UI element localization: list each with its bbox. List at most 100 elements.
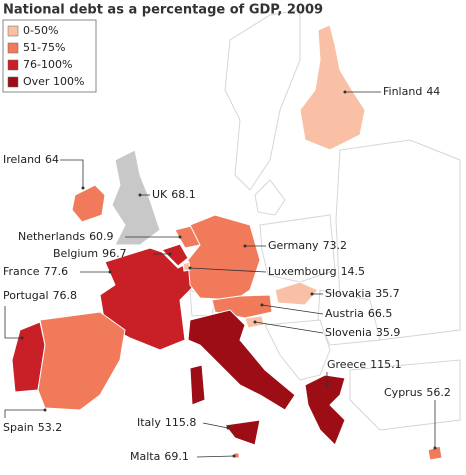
country-value: 115.1 — [370, 358, 402, 371]
turkey — [349, 359, 461, 431]
country-shape — [182, 261, 191, 272]
country-label: Netherlands 60.9 — [18, 230, 114, 243]
leader-dot — [108, 270, 112, 274]
leader-line — [196, 455, 235, 458]
country-value: 73.2 — [323, 239, 348, 252]
country-name: Finland — [383, 85, 422, 98]
country-value: 44 — [426, 85, 440, 98]
legend-swatch — [7, 59, 19, 71]
legend: 0-50% 51-75% 76-100% Over 100% — [7, 24, 84, 88]
country-value: 53.2 — [38, 421, 63, 434]
leader-dot — [232, 454, 236, 458]
leader-dot — [178, 235, 182, 239]
leader-dot — [138, 193, 142, 197]
country-label: Greece 115.1 — [327, 358, 402, 371]
country-name: Portugal — [3, 289, 49, 302]
background-countries — [189, 9, 461, 431]
leader-line — [4, 409, 45, 418]
country-value: 60.9 — [89, 230, 114, 243]
east-europe — [335, 139, 461, 341]
country-name: Slovakia — [325, 287, 371, 300]
country-labels: Finland 44 Ireland 64 UK 68.1 Netherlands 60.9 B… — [3, 85, 451, 463]
leader-dot — [310, 292, 314, 296]
country-label: Portugal 76.8 — [3, 289, 77, 302]
leader-line — [202, 422, 229, 429]
country-shape — [71, 184, 106, 223]
legend-swatch — [7, 42, 19, 54]
country-shape — [304, 374, 346, 446]
country-name: Austria — [325, 307, 364, 320]
country-shape — [189, 364, 206, 406]
legend-box — [2, 19, 97, 93]
country-label: France 77.6 — [3, 265, 68, 278]
country-label: Finland 44 — [383, 85, 440, 98]
country-value: 68.1 — [171, 188, 196, 201]
legend-swatch — [7, 76, 19, 88]
balkans — [264, 319, 331, 381]
country-value: 35.9 — [376, 326, 401, 339]
denmark — [254, 179, 286, 216]
leader-line — [261, 304, 324, 315]
country-name: Italy — [137, 416, 161, 429]
leader-dot — [168, 252, 172, 256]
country-label: Germany 73.2 — [268, 239, 347, 252]
country-label: Slovenia 35.9 — [325, 326, 400, 339]
country-label: Spain 53.2 — [3, 421, 62, 434]
country-value: 64 — [45, 153, 59, 166]
scandinavia — [224, 9, 301, 191]
country-name: Luxembourg — [268, 265, 337, 278]
country-shape — [37, 311, 126, 411]
country-name: Malta — [130, 450, 160, 463]
country-name: Spain — [3, 421, 34, 434]
country-shape — [111, 149, 161, 246]
country-shape — [187, 309, 296, 411]
country-name: Ireland — [3, 153, 41, 166]
romania-hungary — [317, 289, 381, 346]
leader-line — [254, 321, 324, 334]
country-name: UK — [152, 188, 168, 201]
country-value: 96.7 — [102, 247, 127, 260]
leader-line — [4, 306, 22, 339]
country-name: Netherlands — [18, 230, 85, 243]
leader-dot — [260, 303, 264, 307]
country-value: 35.7 — [375, 287, 400, 300]
legend-swatch — [7, 25, 19, 37]
legend-label: 0-50% — [23, 24, 58, 37]
leader-dot — [343, 90, 347, 94]
leader-dot — [243, 244, 247, 248]
leader-dot — [43, 408, 47, 412]
country-value: 115.8 — [165, 416, 197, 429]
leader-dot — [253, 320, 257, 324]
country-label: Slovakia 35.7 — [325, 287, 400, 300]
country-value: 69.1 — [164, 450, 189, 463]
country-name: France — [3, 265, 40, 278]
country-shape — [299, 24, 366, 151]
country-value: 66.5 — [368, 307, 393, 320]
country-label: Ireland 64 — [3, 153, 59, 166]
country-shape — [274, 281, 319, 306]
leader-dot — [325, 383, 329, 387]
country-name: Slovenia — [325, 326, 372, 339]
legend-label: 51-75% — [23, 41, 65, 54]
country-label: Austria 66.5 — [325, 307, 392, 320]
country-label: Malta 69.1 — [130, 450, 189, 463]
country-shape — [99, 247, 196, 351]
country-value: 76.8 — [53, 289, 78, 302]
leader-line — [189, 267, 267, 273]
legend-label: Over 100% — [23, 75, 84, 88]
country-value: 14.5 — [341, 265, 366, 278]
leader-dot — [20, 336, 24, 340]
map-title: National debt as a percentage of GDP, 20… — [3, 3, 323, 18]
country-shape — [161, 243, 189, 267]
country-name: Germany — [268, 239, 319, 252]
country-value: 77.6 — [44, 265, 69, 278]
country-shape — [224, 419, 261, 446]
country-label: UK 68.1 — [152, 188, 196, 201]
leader-dot — [188, 266, 192, 270]
legend-label: 76-100% — [23, 58, 72, 71]
country-shape — [187, 214, 261, 301]
country-shapes — [11, 24, 443, 461]
leader-line — [60, 159, 84, 188]
country-label: Belgium 96.7 — [53, 247, 127, 260]
